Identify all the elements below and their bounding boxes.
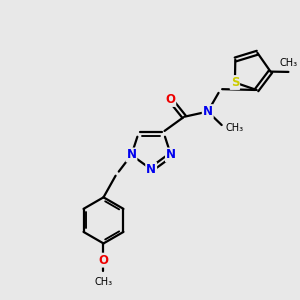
Text: O: O [98, 254, 109, 267]
Text: N: N [146, 163, 156, 176]
Text: CH₃: CH₃ [225, 123, 243, 133]
Text: N: N [126, 148, 136, 161]
Text: CH₃: CH₃ [279, 58, 298, 68]
Text: N: N [166, 148, 176, 161]
Text: S: S [231, 76, 239, 89]
Text: O: O [165, 93, 175, 106]
Text: CH₃: CH₃ [94, 277, 112, 286]
Text: N: N [203, 105, 213, 118]
